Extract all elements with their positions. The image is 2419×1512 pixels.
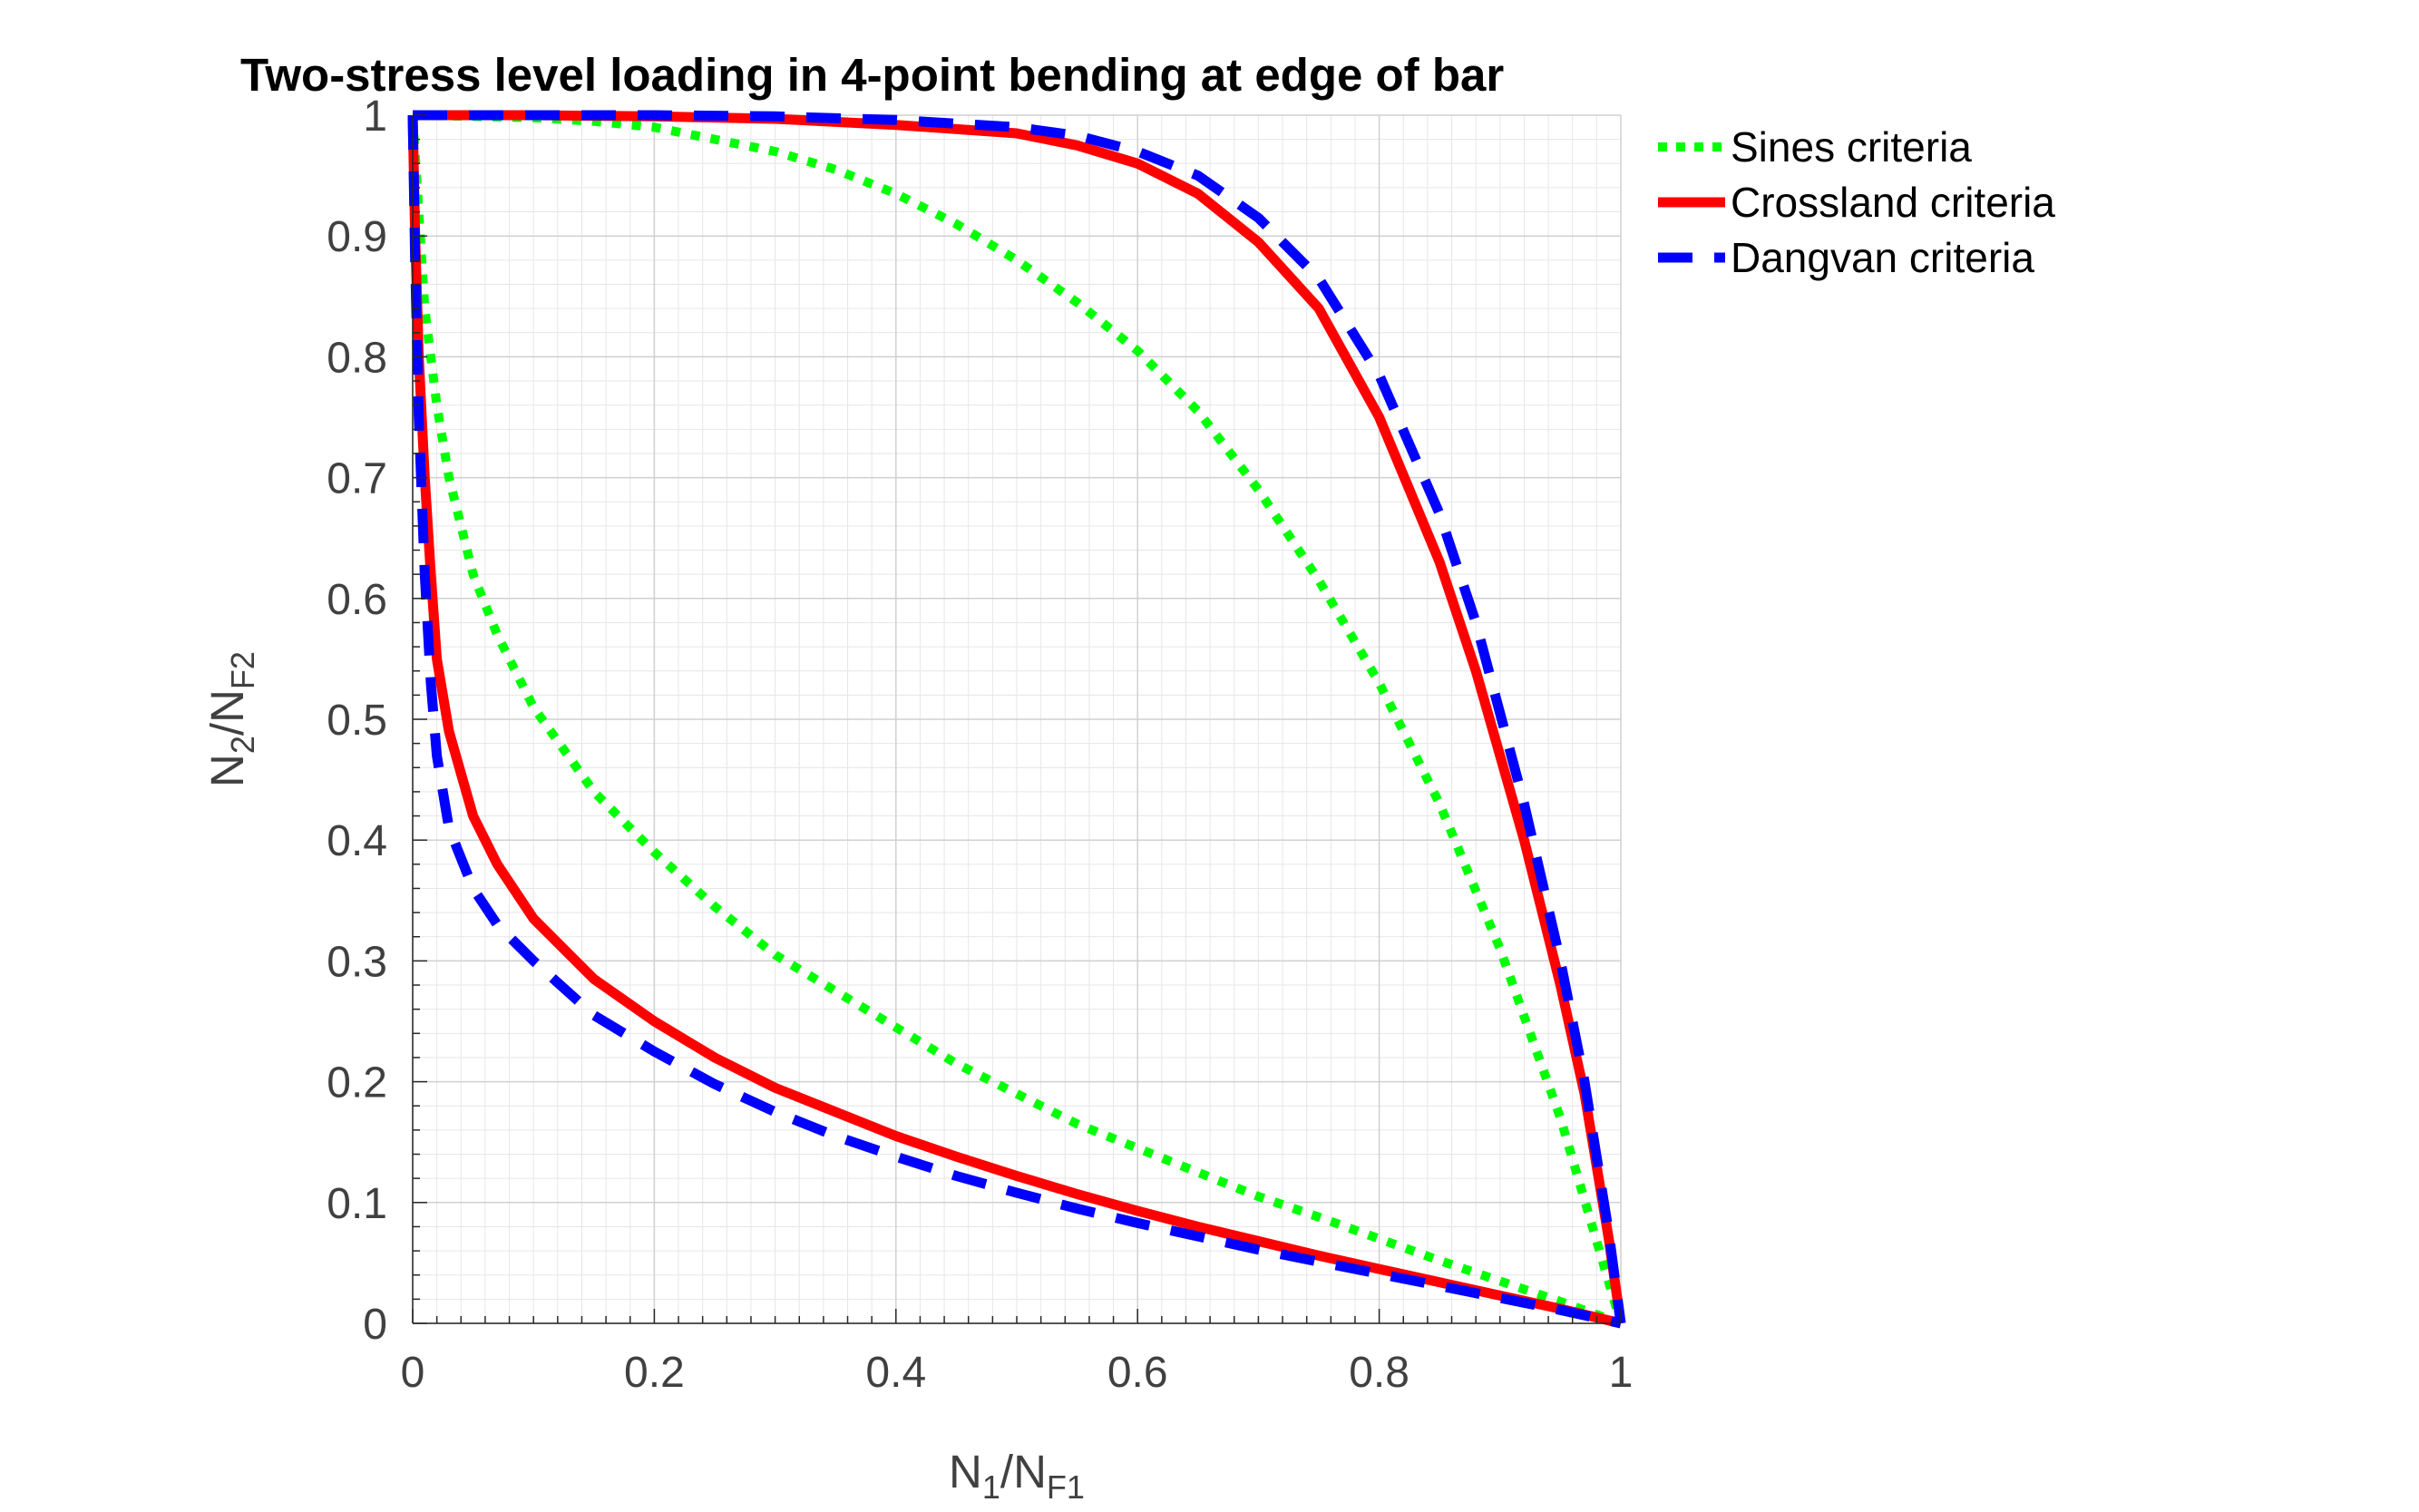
- y-tick-label: 0.1: [327, 1180, 387, 1228]
- y-tick-label: 0.8: [327, 334, 387, 382]
- x-axis-label-base: N: [949, 1446, 982, 1497]
- y-tick-label: 0.2: [327, 1059, 387, 1107]
- y-tick-label: 0.4: [327, 817, 387, 865]
- y-tick-label: 1: [363, 93, 387, 141]
- y-axis-label-base: N: [201, 754, 253, 787]
- series-1: [408, 111, 1625, 1328]
- x-axis-label-sub2: F1: [1047, 1468, 1085, 1506]
- y-tick-label: 0.6: [327, 576, 387, 624]
- legend-label-3: Dangvan criteria: [1731, 234, 2034, 281]
- series-3-upper-curve: [413, 110, 1626, 1324]
- x-tick-label: 0.2: [624, 1349, 685, 1397]
- x-tick-label: 0: [401, 1349, 425, 1397]
- x-tick-label: 0.4: [865, 1349, 926, 1397]
- x-tick-label: 0.6: [1107, 1349, 1168, 1397]
- y-ticks: [413, 114, 427, 1324]
- y-axis-label-sub2: F2: [224, 651, 261, 689]
- x-axis-label-mid: /N: [1000, 1446, 1047, 1497]
- legend-label-1: Sines criteria: [1731, 123, 1972, 171]
- series-layer: [407, 110, 1626, 1329]
- y-axis-label-mid: /N: [201, 689, 253, 736]
- series-1-upper-curve: [412, 111, 1625, 1325]
- x-axis-label: N1/NF1: [949, 1446, 1085, 1506]
- series-1-lower-curve: [408, 114, 1623, 1328]
- series-2-lower-curve: [407, 114, 1623, 1329]
- x-tick-labels: 0 0.2 0.4 0.6 0.8 1: [401, 1349, 1634, 1397]
- series-3-lower-curve: [407, 114, 1623, 1329]
- y-tick-labels: 0 0.1 0.2 0.3 0.4 0.5 0.6 0.7 0.8 0.9 1: [327, 93, 387, 1349]
- legend: Sines criteria Crossland criteria Dangvan …: [1658, 123, 2055, 281]
- legend-label-2: Crossland criteria: [1731, 179, 2055, 226]
- x-ticks: [412, 1309, 1622, 1323]
- y-tick-label: 0.9: [327, 213, 387, 261]
- x-tick-label: 1: [1609, 1349, 1634, 1397]
- series-3: [407, 110, 1626, 1329]
- legend-item-3: Dangvan criteria: [1658, 234, 2034, 281]
- y-axis-label: N2/NF2: [201, 651, 261, 787]
- chart-title: Two-stress level loading in 4-point bend…: [240, 49, 1504, 101]
- legend-item-1: Sines criteria: [1658, 123, 1972, 171]
- y-axis-label-sub1: 2: [224, 736, 261, 754]
- y-tick-label: 0: [363, 1301, 387, 1349]
- legend-item-2: Crossland criteria: [1658, 179, 2055, 226]
- y-tick-label: 0.3: [327, 938, 387, 986]
- y-tick-label: 0.5: [327, 697, 387, 745]
- y-tick-label: 0.7: [327, 455, 387, 503]
- x-tick-label: 0.8: [1349, 1349, 1409, 1397]
- x-axis-label-sub1: 1: [982, 1468, 1000, 1506]
